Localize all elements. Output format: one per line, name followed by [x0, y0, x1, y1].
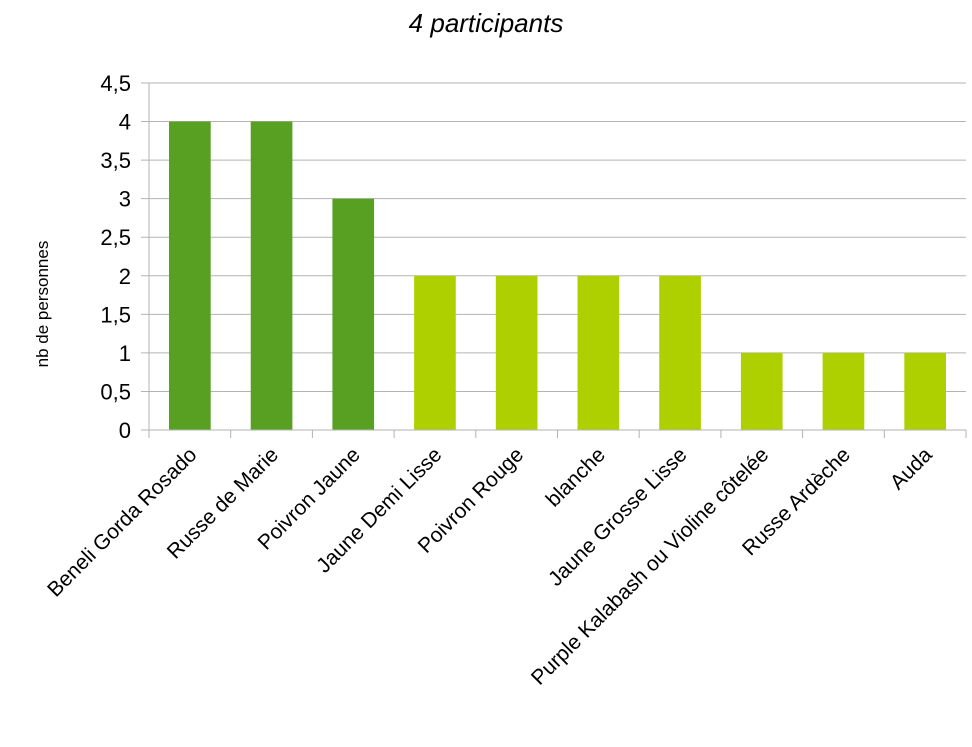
- y-tick-label: 3: [119, 187, 131, 212]
- x-tick-label: blanche: [542, 443, 610, 511]
- y-tick-label: 1: [119, 341, 131, 366]
- y-tick-label: 3,5: [100, 148, 131, 173]
- x-tick-label: Beneli Gorda Rosado: [43, 443, 201, 601]
- bar: [577, 275, 620, 430]
- bar: [659, 275, 701, 430]
- bar: [822, 352, 865, 430]
- y-axis-label: nb de personnes: [33, 241, 52, 368]
- x-tick-label: Jaune Grosse Lisse: [544, 443, 692, 591]
- bar: [740, 352, 783, 430]
- bar: [332, 198, 375, 430]
- y-tick-labels: 0 0,5 1 1,5 2 2,5 3 3,5 4 4,5: [100, 71, 131, 443]
- bar: [250, 121, 293, 431]
- bar: [169, 121, 211, 431]
- bars: [169, 121, 946, 431]
- x-tick-label: Auda: [886, 443, 937, 494]
- y-tick-label: 2,5: [100, 225, 131, 250]
- bar: [414, 275, 456, 430]
- chart-title: 4 participants: [408, 8, 564, 38]
- bar: [495, 275, 538, 430]
- y-tick-label: 0: [119, 418, 131, 443]
- y-tick-label: 2: [119, 264, 131, 289]
- y-tick-label: 4,5: [100, 71, 131, 96]
- y-tick-label: 1,5: [100, 302, 131, 327]
- axes: [148, 83, 967, 438]
- y-tick-label: 0,5: [100, 379, 131, 404]
- y-tick-label: 4: [119, 110, 131, 135]
- bar: [904, 352, 946, 430]
